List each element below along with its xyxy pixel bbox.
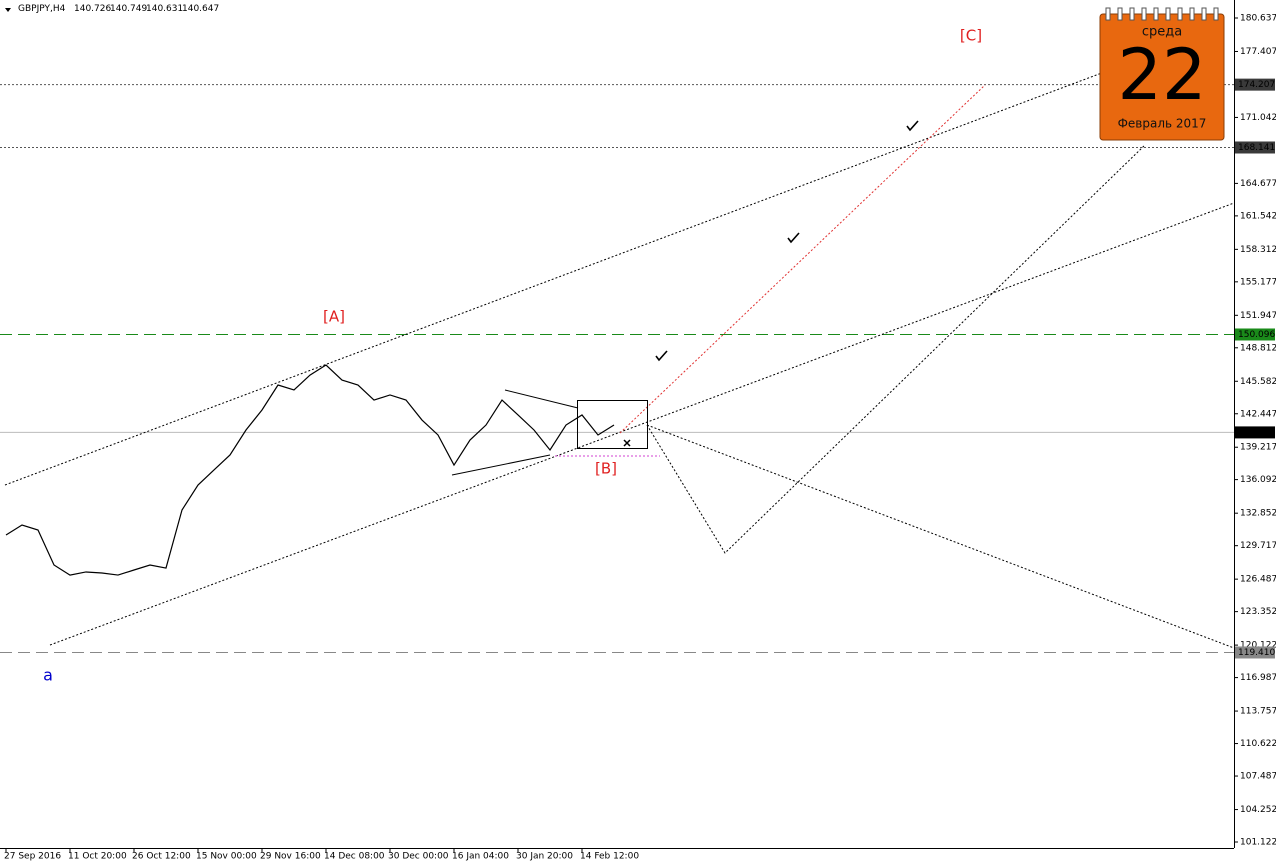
cross-marker (623, 439, 631, 447)
y-tick-label: 120.122 (1240, 641, 1276, 651)
menu-arrow (5, 8, 11, 12)
y-tick-label: 148.812 (1240, 343, 1276, 353)
y-tick-label: 151.947 (1240, 311, 1276, 321)
wave-label: [A] (323, 308, 345, 326)
x-tick-label: 29 Nov 16:00 (260, 852, 321, 862)
level-box (1235, 141, 1275, 154)
wave-label: a (43, 666, 53, 685)
y-tick-label: 180.637 (1240, 14, 1276, 24)
wave-label: [B] (595, 460, 617, 478)
x-tick-label: 30 Dec 00:00 (388, 852, 449, 862)
wedge-line (451, 454, 551, 476)
level-label: 168.141 (1238, 143, 1275, 153)
y-tick-label: 113.757 (1240, 707, 1276, 717)
level-box (1235, 328, 1275, 341)
x-tick-label: 16 Jan 04:00 (452, 852, 509, 862)
ohlc-value: 140.749 (110, 4, 147, 14)
y-tick-label: 139.217 (1240, 443, 1276, 453)
y-tick-label: 177.407 (1240, 47, 1276, 57)
plot (5, 364, 615, 576)
y-tick-label: 132.852 (1240, 509, 1276, 519)
x-tick-label: 15 Nov 00:00 (196, 852, 257, 862)
ohlc-value: 140.647 (182, 4, 219, 14)
y-tick-label: 145.582 (1240, 377, 1276, 387)
y-tick-label: 116.987 (1240, 673, 1276, 683)
y-tick-label: 126.487 (1240, 575, 1276, 585)
check-marker (787, 232, 800, 244)
check-marker (906, 120, 919, 132)
calendar-day: 22 (1117, 34, 1206, 116)
calendar-rings (1105, 7, 1219, 21)
price-line (5, 364, 615, 576)
y-tick-label: 164.677 (1240, 179, 1276, 189)
level-box (1235, 426, 1275, 439)
trend-line (49, 202, 1235, 646)
y-tick-label: 136.092 (1240, 475, 1276, 485)
y-tick-label: 129.717 (1240, 541, 1276, 551)
box (577, 400, 648, 449)
level-box (1235, 78, 1275, 91)
trend-line (646, 424, 1235, 649)
wave-label: [C] (960, 27, 982, 45)
drawings (4, 67, 1235, 649)
check-marker (655, 350, 668, 362)
level-box (1235, 646, 1275, 659)
y-tick-label: 110.622 (1240, 739, 1276, 749)
level-label: 119.410 (1238, 648, 1275, 658)
x-tick-label: 26 Oct 12:00 (132, 852, 191, 862)
shapes (451, 120, 919, 476)
x-tick-label: 30 Jan 20:00 (516, 852, 573, 862)
level-label: 140.647 (1238, 428, 1275, 438)
x-tick-label: 27 Sep 2016 (4, 852, 61, 862)
calendar: среда 22 Февраль 2017 (1099, 7, 1225, 141)
wedge-line (504, 389, 579, 409)
level-label: 150.096 (1238, 330, 1275, 340)
y-tick-label: 104.252 (1240, 805, 1276, 815)
y-tick-label: 101.122 (1240, 837, 1276, 847)
y-tick-label: 123.352 (1240, 607, 1276, 617)
y-tick-label: 158.312 (1240, 245, 1276, 255)
calendar-body (1099, 13, 1225, 141)
x-tick-label: 11 Oct 20:00 (68, 852, 127, 862)
y-tick-label: 171.042 (1240, 113, 1276, 123)
level-label: 174.207 (1238, 80, 1275, 90)
symbol: GBPJPY,H4 (18, 4, 66, 14)
x-tick-label: 14 Dec 08:00 (324, 852, 385, 862)
ohlc-value: 140.726 (74, 4, 111, 14)
calendar-month: Февраль 2017 (1118, 117, 1207, 131)
x-tick-label: 14 Feb 12:00 (580, 852, 639, 862)
y-tick-label: 161.542 (1240, 211, 1276, 221)
target-line (619, 84, 986, 434)
projection (646, 144, 1146, 554)
y-tick-label: 155.177 (1240, 277, 1276, 287)
calendar-weekday: среда (1142, 25, 1182, 40)
y-tick-label: 107.487 (1240, 772, 1276, 782)
levels (0, 84, 1234, 653)
y-tick-label: 142.447 (1240, 409, 1276, 419)
ohlc-value: 140.631 (146, 4, 183, 14)
